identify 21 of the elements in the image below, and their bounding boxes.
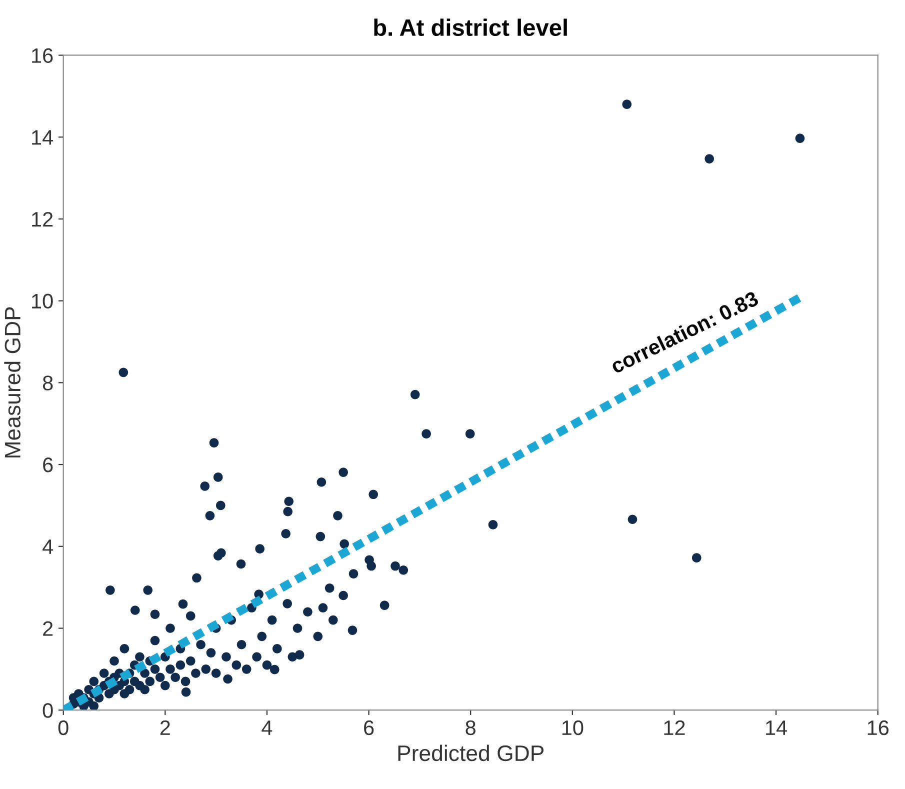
y-tick-label: 10: [32, 294, 53, 309]
y-tick-label: 2: [43, 621, 53, 636]
x-tick-label: 4: [262, 720, 272, 735]
x-tick-label: 16: [868, 720, 889, 736]
y-tick-label: 14: [32, 130, 54, 145]
x-tick-label: 6: [364, 720, 374, 736]
chart-title: b. At district level: [374, 18, 567, 36]
x-tick-label: 8: [466, 720, 476, 736]
y-tick-label: 0: [42, 703, 53, 718]
y-tick-label: 12: [32, 212, 53, 226]
x-tick-label: 12: [664, 720, 685, 735]
y-tick-label: 4: [42, 540, 54, 554]
y-tick-label: 6: [43, 458, 53, 472]
y-axis-title: Measured GDP: [4, 307, 21, 458]
x-tick-label: 10: [562, 720, 584, 736]
y-tick-label: 8: [42, 376, 53, 390]
x-tick-label: 2: [160, 720, 170, 735]
y-tick-label: 16: [32, 48, 53, 63]
x-tick-label: 14: [766, 720, 788, 735]
x-tick-label: 0: [58, 720, 68, 736]
x-axis-title: Predicted GDP: [398, 744, 544, 762]
